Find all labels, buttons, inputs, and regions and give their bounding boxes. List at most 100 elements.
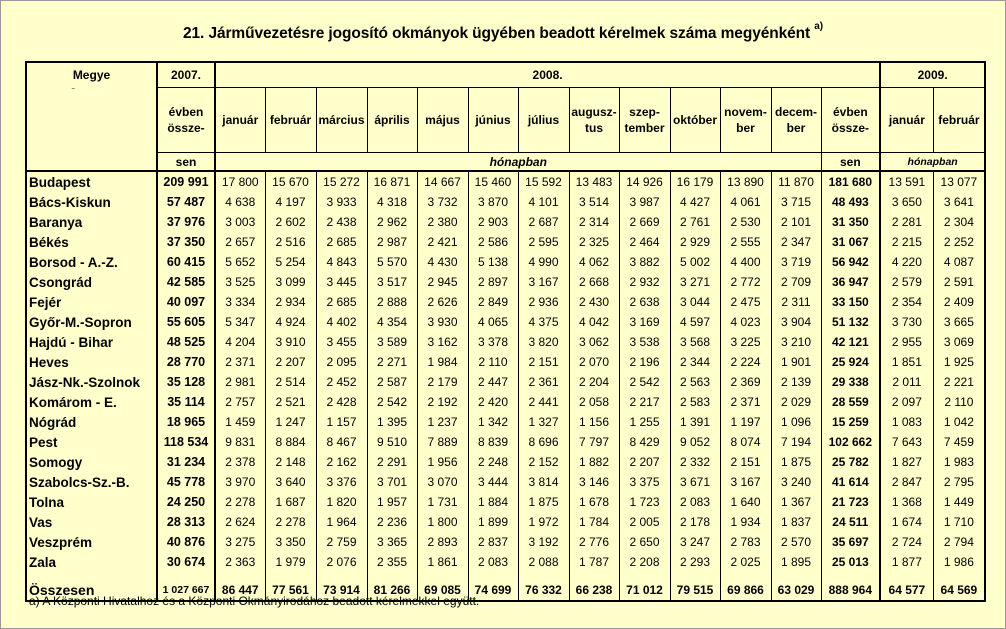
value-2008-month: 5 347 [214, 312, 266, 332]
value-2009-month: 2 955 [879, 332, 934, 352]
value-2007: 30 674 [156, 552, 216, 572]
value-2008-month: 17 800 [214, 171, 266, 192]
value-2008-total: 888 964 [820, 580, 881, 602]
county-name: Vas [25, 512, 158, 532]
value-2008-month: 4 023 [719, 312, 772, 332]
value-2008-month: 3 671 [669, 472, 721, 492]
value-2008-month: 4 427 [669, 192, 721, 212]
county-name: Bács-Kiskun [25, 192, 158, 212]
value-2008-month: 8 839 [467, 432, 519, 452]
value-2008-month: 2 152 [517, 452, 570, 472]
footnote: a) A Központi Hivatalhoz és a Központi O… [29, 594, 480, 608]
value-2008-month: 3 210 [770, 332, 822, 352]
value-2007: 55 605 [156, 312, 216, 332]
header-county-bottom [25, 152, 158, 172]
value-2008-month: 2 207 [264, 352, 317, 372]
value-2008-month: 14 926 [618, 171, 671, 192]
county-name: Békés [25, 232, 158, 252]
county-name: Veszprém [25, 532, 158, 552]
value-2008-month: 2 083 [467, 552, 519, 572]
county-name: Komárom - E. [25, 392, 158, 412]
value-2008-month: 2 005 [618, 512, 671, 532]
value-2008-month: 5 002 [669, 252, 721, 272]
header-month-2008: május [416, 87, 469, 153]
value-2007: 37 350 [156, 232, 216, 252]
value-2008-month: 7 194 [770, 432, 822, 452]
month-label-part: január [222, 113, 259, 127]
value-2008-month: 2 945 [416, 272, 469, 292]
value-2008-month: 2 542 [366, 392, 418, 412]
value-2009-month: 1 986 [932, 552, 987, 572]
value-2008-month: 1 956 [416, 452, 469, 472]
value-2008-month: 2 083 [669, 492, 721, 512]
value-2008-total: 29 338 [820, 372, 881, 392]
value-2008-month: 2 447 [467, 372, 519, 392]
value-2007: 31 234 [156, 452, 216, 472]
value-2008-month: 66 238 [568, 580, 620, 602]
table-row: Nógrád 18 965 1 459 1 247 1 157 1 395 1 237 1 3… [25, 412, 987, 432]
value-2008-month: 2 420 [467, 392, 519, 412]
value-2008-month: 2 371 [719, 392, 772, 412]
value-2008-month: 1 327 [517, 412, 570, 432]
spacer-cell [25, 572, 158, 580]
header-annual-l1: évben [832, 105, 868, 119]
county-name: Győr-M.-Sopron [25, 312, 158, 332]
value-2008-month: 3 162 [416, 332, 469, 352]
month-label-part: október [672, 113, 717, 127]
value-2008-month: 3 640 [264, 472, 317, 492]
value-2008-month: 2 903 [467, 212, 519, 232]
value-2008-month: 2 542 [618, 372, 671, 392]
spacer-cell [568, 572, 620, 580]
value-2007: 28 313 [156, 512, 216, 532]
table-row: Vas 28 313 2 624 2 278 1 964 2 236 1 800 1 899 1… [25, 512, 987, 532]
county-name: Borsod - A.-Z. [25, 252, 158, 272]
value-2008-month: 2 709 [770, 272, 822, 292]
value-2008-month: 5 254 [264, 252, 317, 272]
value-2008-month: 3 444 [467, 472, 519, 492]
value-2008-month: 8 884 [264, 432, 317, 452]
header-monthly-2008: hónapban [214, 152, 822, 172]
spacer-cell [770, 572, 822, 580]
value-2008-month: 2 757 [214, 392, 266, 412]
month-label-part: július [527, 113, 560, 127]
value-2008-total: 56 942 [820, 252, 881, 272]
value-2008-month: 2 207 [618, 452, 671, 472]
value-2008-month: 1 157 [315, 412, 368, 432]
data-table: Megye2007.2008.2009.megnevezéseévbenössz… [25, 61, 987, 602]
value-2008-month: 16 179 [669, 171, 721, 192]
table-row: Csongrád 42 585 3 525 3 099 3 445 3 517 2 945 2… [25, 272, 987, 292]
month-label-part: augusz- [571, 105, 617, 119]
value-2008-month: 4 638 [214, 192, 266, 212]
county-name: Összesen [25, 580, 158, 602]
value-2008-month: 2 025 [719, 552, 772, 572]
value-2008-month: 3 376 [315, 472, 368, 492]
value-2009-month: 2 795 [932, 472, 987, 492]
value-2008-month: 4 843 [315, 252, 368, 272]
value-2008-month: 3 814 [517, 472, 570, 492]
value-2008-month: 1 800 [416, 512, 469, 532]
value-2008-month: 2 776 [568, 532, 620, 552]
value-2007: 60 415 [156, 252, 216, 272]
value-2008-month: 3 719 [770, 252, 822, 272]
value-2008-month: 1 247 [264, 412, 317, 432]
month-label-part: ber [786, 121, 806, 135]
value-2009-month: 2 304 [932, 212, 987, 232]
value-2008-month: 2 602 [264, 212, 317, 232]
value-2008-month: 1 237 [416, 412, 469, 432]
county-name: Szabolcs-Sz.-B. [25, 472, 158, 492]
header-month-2008: március [315, 87, 368, 153]
value-2008-total: 15 259 [820, 412, 881, 432]
value-2008-month: 2 293 [669, 552, 721, 572]
value-2008-month: 76 332 [517, 580, 570, 602]
value-2008-month: 2 624 [214, 512, 266, 532]
table-row: Zala 30 674 2 363 1 979 2 076 2 355 1 861 2 083… [25, 552, 987, 572]
spacer-cell [366, 572, 418, 580]
value-2008-month: 3 930 [416, 312, 469, 332]
value-2008-month: 1 640 [719, 492, 772, 512]
value-2008-month: 2 514 [264, 372, 317, 392]
value-2009-month: 2 215 [879, 232, 934, 252]
month-label-part: ber [736, 121, 755, 135]
value-2008-month: 1 884 [467, 492, 519, 512]
value-2008-month: 2 196 [618, 352, 671, 372]
value-2008-month: 2 759 [315, 532, 368, 552]
